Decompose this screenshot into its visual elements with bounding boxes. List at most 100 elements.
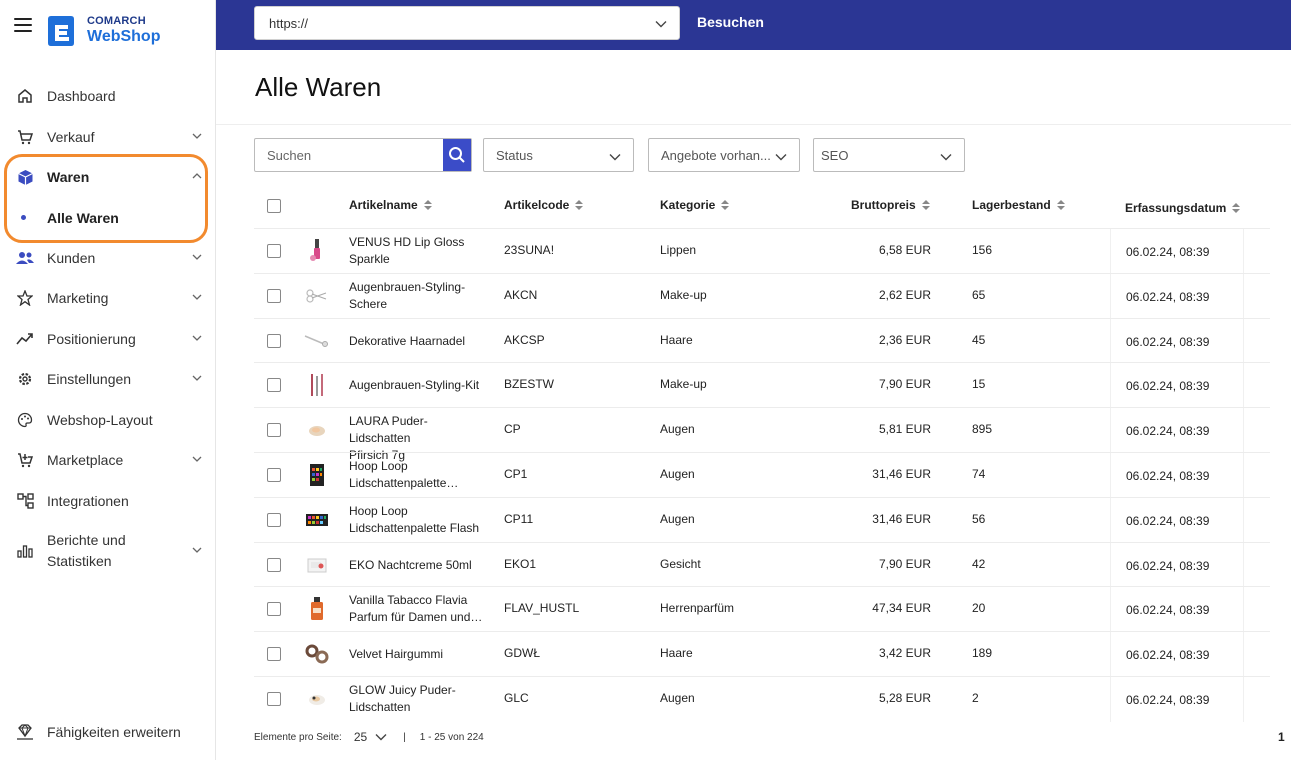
trend-icon bbox=[16, 330, 34, 348]
cell-name[interactable]: Augenbrauen-Styling- Schere bbox=[349, 279, 489, 313]
offers-filter-value: Angebote vorhan... bbox=[661, 147, 771, 163]
header-stock[interactable]: Lagerbestand bbox=[972, 198, 1065, 212]
cell-name[interactable]: EKO Nachtcreme 50ml bbox=[349, 557, 489, 574]
cell-name[interactable]: LAURA Puder-Lidschatten Pfirsich 7g bbox=[349, 413, 489, 464]
row-checkbox[interactable] bbox=[267, 423, 281, 438]
product-thumbnail bbox=[302, 684, 332, 714]
row-checkbox[interactable] bbox=[267, 602, 281, 617]
cell-category: Lippen bbox=[660, 243, 697, 257]
page-number[interactable]: 1 bbox=[1278, 730, 1285, 744]
search-button[interactable] bbox=[443, 139, 471, 171]
row-checkbox[interactable] bbox=[267, 467, 281, 482]
row-checkbox[interactable] bbox=[267, 333, 281, 348]
cell-stock: 189 bbox=[972, 646, 993, 661]
url-select[interactable]: https:// bbox=[254, 6, 680, 40]
cell-date: 06.02.24, 08:39 bbox=[1126, 334, 1210, 349]
products-table: Artikelname Artikelcode Kategorie Brutto… bbox=[254, 186, 1270, 722]
header-category[interactable]: Kategorie bbox=[660, 198, 730, 212]
cell-category: Gesicht bbox=[660, 556, 701, 571]
per-page-select[interactable]: 25 bbox=[353, 730, 368, 744]
table-row[interactable]: VENUS HD Lip Gloss Sparkle 23SUNA! Lippen 6,… bbox=[254, 228, 1270, 274]
sidebar-item-label: Positionierung bbox=[47, 330, 136, 347]
separator: | bbox=[403, 731, 406, 743]
name-line1: EKO Nachtcreme 50ml bbox=[349, 557, 472, 572]
sidebar-item-marketing[interactable]: Marketing bbox=[0, 278, 216, 319]
offers-filter[interactable]: Angebote vorhan... bbox=[648, 138, 800, 172]
cell-name[interactable]: Hoop Loop Lidschattenpalette… bbox=[349, 458, 489, 492]
chevron-down-icon bbox=[192, 294, 202, 301]
header-label: Artikelcode bbox=[504, 198, 570, 212]
table-row[interactable]: Velvet Hairgummi GDWŁ Haare 3,42 EUR 189 06.0… bbox=[254, 631, 1270, 677]
cell-stock: 20 bbox=[972, 601, 986, 616]
row-checkbox[interactable] bbox=[267, 288, 281, 303]
product-thumbnail bbox=[302, 460, 332, 490]
table-row[interactable]: Dekorative Haarnadel AKCSP Haare 2,36 EUR 45… bbox=[254, 317, 1270, 364]
table-row[interactable]: Hoop Loop Lidschattenpalette… CP1 Augen 31,4… bbox=[254, 451, 1270, 498]
sidebar-item-webshop-layout[interactable]: Webshop-Layout bbox=[0, 400, 216, 441]
users-icon bbox=[16, 249, 34, 267]
table-row[interactable]: Vanilla Tabacco Flavia Parfum für Damen u… bbox=[254, 586, 1270, 633]
table-row[interactable]: Augenbrauen-Styling- Schere AKCN Make-up 2,6… bbox=[254, 272, 1270, 319]
table-row[interactable]: Augenbrauen-Styling-Kit BZESTW Make-up 7,90… bbox=[254, 362, 1270, 409]
sidebar-item-label: Einstellungen bbox=[47, 371, 132, 388]
cell-name[interactable]: Dekorative Haarnadel bbox=[349, 333, 489, 350]
cell-stock: 74 bbox=[972, 466, 986, 481]
webshop-logo-icon[interactable] bbox=[47, 14, 75, 48]
seo-filter[interactable]: SEO bbox=[813, 138, 965, 172]
cell-name[interactable]: Velvet Hairgummi bbox=[349, 646, 489, 663]
sidebar-item-verkauf[interactable]: Verkauf bbox=[0, 117, 216, 158]
name-line1: Dekorative Haarnadel bbox=[349, 333, 466, 348]
sidebar-item-dashboard[interactable]: Dashboard bbox=[0, 76, 216, 117]
row-checkbox[interactable] bbox=[267, 557, 281, 572]
header-code[interactable]: Artikelcode bbox=[504, 198, 584, 212]
table-row[interactable]: EKO Nachtcreme 50ml EKO1 Gesicht 7,90 EUR 42… bbox=[254, 541, 1270, 588]
row-checkbox[interactable] bbox=[267, 512, 281, 527]
logo-text[interactable]: COMARCH WebShop bbox=[87, 16, 160, 45]
cell-name[interactable]: Augenbrauen-Styling-Kit bbox=[349, 377, 489, 394]
row-checkbox[interactable] bbox=[267, 647, 281, 662]
table-body: VENUS HD Lip Gloss Sparkle 23SUNA! Lippen 6,… bbox=[254, 228, 1270, 722]
select-all-checkbox[interactable] bbox=[267, 199, 281, 213]
sidebar-item-integrationen[interactable]: Integrationen bbox=[0, 481, 216, 522]
cell-stock: 895 bbox=[972, 422, 993, 437]
status-filter[interactable]: Status bbox=[483, 138, 634, 172]
cell-stock: 156 bbox=[972, 243, 993, 257]
date-cell-box: 06.02.24, 08:39 bbox=[1110, 676, 1244, 722]
cell-date: 06.02.24, 08:39 bbox=[1126, 468, 1210, 483]
date-cell-box: 06.02.24, 08:39 bbox=[1110, 363, 1244, 409]
menu-icon[interactable] bbox=[14, 18, 32, 32]
row-checkbox[interactable] bbox=[267, 378, 281, 393]
search-input[interactable] bbox=[255, 139, 443, 171]
sidebar-item-faehigkeiten[interactable]: Fähigkeiten erweitern bbox=[16, 724, 181, 740]
name-line2: Sparkle bbox=[349, 252, 390, 266]
sidebar-item-waren[interactable]: Waren bbox=[0, 157, 216, 198]
cell-name[interactable]: GLOW Juicy Puder- Lidschatten bbox=[349, 682, 489, 716]
sidebar-item-einstellungen[interactable]: Einstellungen bbox=[0, 359, 216, 400]
sidebar-subitem-alle-waren[interactable]: Alle Waren bbox=[0, 198, 216, 238]
sidebar-item-label: Marketplace bbox=[47, 452, 124, 469]
header-date[interactable]: Erfassungsdatum bbox=[1125, 201, 1241, 215]
box-icon bbox=[16, 168, 34, 186]
row-checkbox[interactable] bbox=[267, 244, 281, 258]
cell-code: CP1 bbox=[504, 466, 528, 481]
cell-price: 2,62 EUR bbox=[878, 287, 931, 302]
cell-name[interactable]: Vanilla Tabacco Flavia Parfum für Damen u… bbox=[349, 592, 489, 626]
cell-name[interactable]: Hoop Loop Lidschattenpalette Flash bbox=[349, 503, 489, 537]
table-row[interactable]: Hoop Loop Lidschattenpalette Flash CP11 Aug… bbox=[254, 496, 1270, 543]
name-line2: Lidschattenpalette… bbox=[349, 475, 459, 490]
sidebar-item-positionierung[interactable]: Positionierung bbox=[0, 319, 216, 360]
cell-date: 06.02.24, 08:39 bbox=[1126, 648, 1210, 663]
visit-button[interactable]: Besuchen bbox=[697, 14, 764, 30]
cell-name[interactable]: VENUS HD Lip Gloss Sparkle bbox=[349, 234, 489, 268]
cell-code: AKCN bbox=[504, 287, 538, 302]
header-name[interactable]: Artikelname bbox=[349, 198, 432, 212]
table-row[interactable]: LAURA Puder-Lidschatten Pfirsich 7g CP Auge… bbox=[254, 407, 1270, 462]
cell-date: 06.02.24, 08:39 bbox=[1126, 245, 1210, 259]
sidebar-item-marketplace[interactable]: Marketplace bbox=[0, 440, 216, 481]
header-price[interactable]: Bruttopreis bbox=[851, 198, 930, 212]
sidebar-item-kunden[interactable]: Kunden bbox=[0, 238, 216, 279]
table-row[interactable]: GLOW Juicy Puder- Lidschatten GLC Augen 5,28… bbox=[254, 675, 1270, 722]
chevron-down-icon[interactable] bbox=[375, 732, 387, 742]
sidebar-item-berichte[interactable]: Berichte und Statistiken bbox=[0, 521, 216, 581]
row-checkbox[interactable] bbox=[267, 691, 281, 706]
